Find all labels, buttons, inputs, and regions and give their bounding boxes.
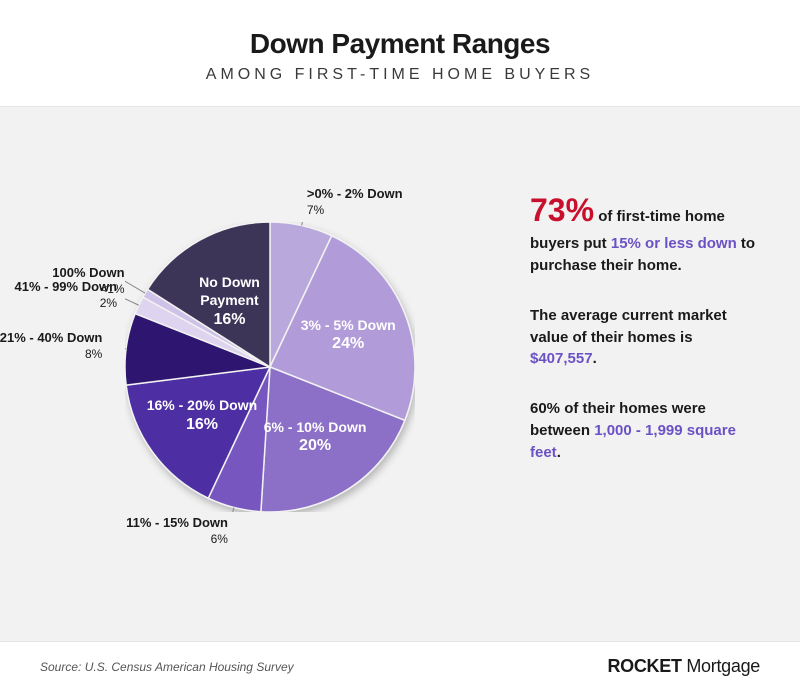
pie-svg <box>125 222 415 512</box>
stat-2-highlight: $407,557 <box>530 350 593 367</box>
slice-label-outside: 100% Down<1% <box>5 265 125 297</box>
brand-logo: ROCKET Mortgage <box>607 656 760 677</box>
slice-label-inside: No Down Payment16% <box>169 273 289 330</box>
slice-label-inside: 3% - 5% Down24% <box>288 316 408 355</box>
stat-1: 73% of first-time home buyers put 15% or… <box>530 187 760 277</box>
slice-label-inside: 16% - 20% Down16% <box>142 396 262 435</box>
stat-1-big: 73% <box>530 192 594 228</box>
stat-2: The average current market value of thei… <box>530 305 760 370</box>
slice-label-outside: 21% - 40% Down8% <box>0 330 102 362</box>
stats-sidebar: 73% of first-time home buyers put 15% or… <box>530 187 760 491</box>
chart-footer: Source: U.S. Census American Housing Sur… <box>0 641 800 691</box>
slice-label-outside: >0% - 2% Down7% <box>307 186 427 218</box>
source-text: Source: U.S. Census American Housing Sur… <box>40 660 294 674</box>
stat-1-highlight: 15% or less down <box>611 235 737 252</box>
slice-label-inside: 6% - 10% Down20% <box>255 418 375 457</box>
pie-chart: >0% - 2% Down7% 3% - 5% Down24% 6% - 10% D… <box>30 127 510 607</box>
stat-3: 60% of their homes were between 1,000 - … <box>530 398 760 463</box>
slice-label-outside: 11% - 15% Down6% <box>108 515 228 547</box>
chart-subtitle: AMONG FIRST-TIME HOME BUYERS <box>0 66 800 84</box>
chart-title: Down Payment Ranges <box>0 28 800 60</box>
chart-main: >0% - 2% Down7% 3% - 5% Down24% 6% - 10% D… <box>0 107 800 617</box>
chart-header: Down Payment Ranges AMONG FIRST-TIME HOM… <box>0 0 800 107</box>
